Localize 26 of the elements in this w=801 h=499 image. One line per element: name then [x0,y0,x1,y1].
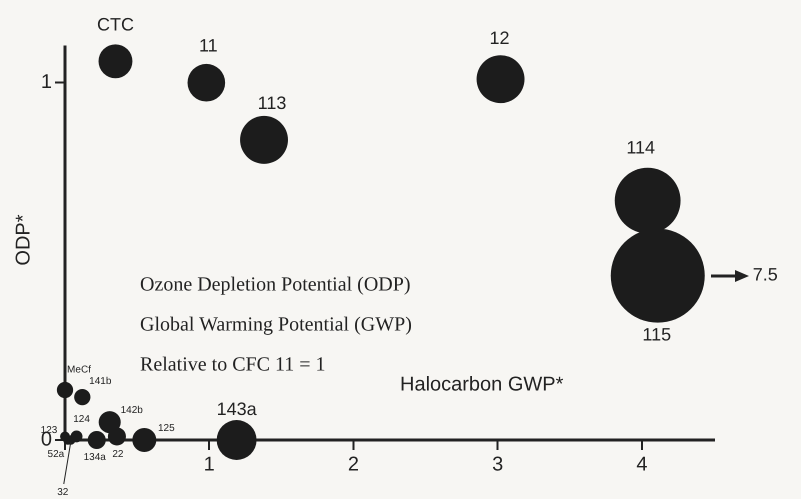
x-tick-label: 3 [492,454,504,476]
annotation: 142b [120,404,144,416]
text: 7.5 [752,264,778,285]
annotation: 141b [89,376,112,387]
annotation: CTC [96,14,134,34]
annotation: 11 [198,36,218,56]
annotation: Relative to CFC 11 = 1 [140,353,326,376]
annotation: 134a [84,452,106,463]
x-axis-title: Halocarbon GWP* [400,374,564,396]
annotation: 12 [490,28,510,48]
annotation: Ozone Depletion Potential (ODP) [140,273,410,296]
x-tick-label: 4 [636,454,648,476]
annotation: 124 [73,414,90,426]
annotation: 22 [112,449,124,460]
annotation: MeCf [67,364,92,376]
x-tick-label: 2 [348,454,360,476]
annotation: 32 [57,486,69,498]
x-tick-label: 1 [204,454,215,476]
annotation: 114 [626,138,656,158]
annotation: 52a [48,448,65,460]
y-axis-title: ODP* [12,214,35,266]
annotation: 115 [642,324,672,345]
annotation: 143a [216,398,258,419]
annotation: 113 [258,92,286,113]
annotation: 125 [158,422,176,434]
annotation: Global Warming Potential (GWP) [140,313,412,336]
